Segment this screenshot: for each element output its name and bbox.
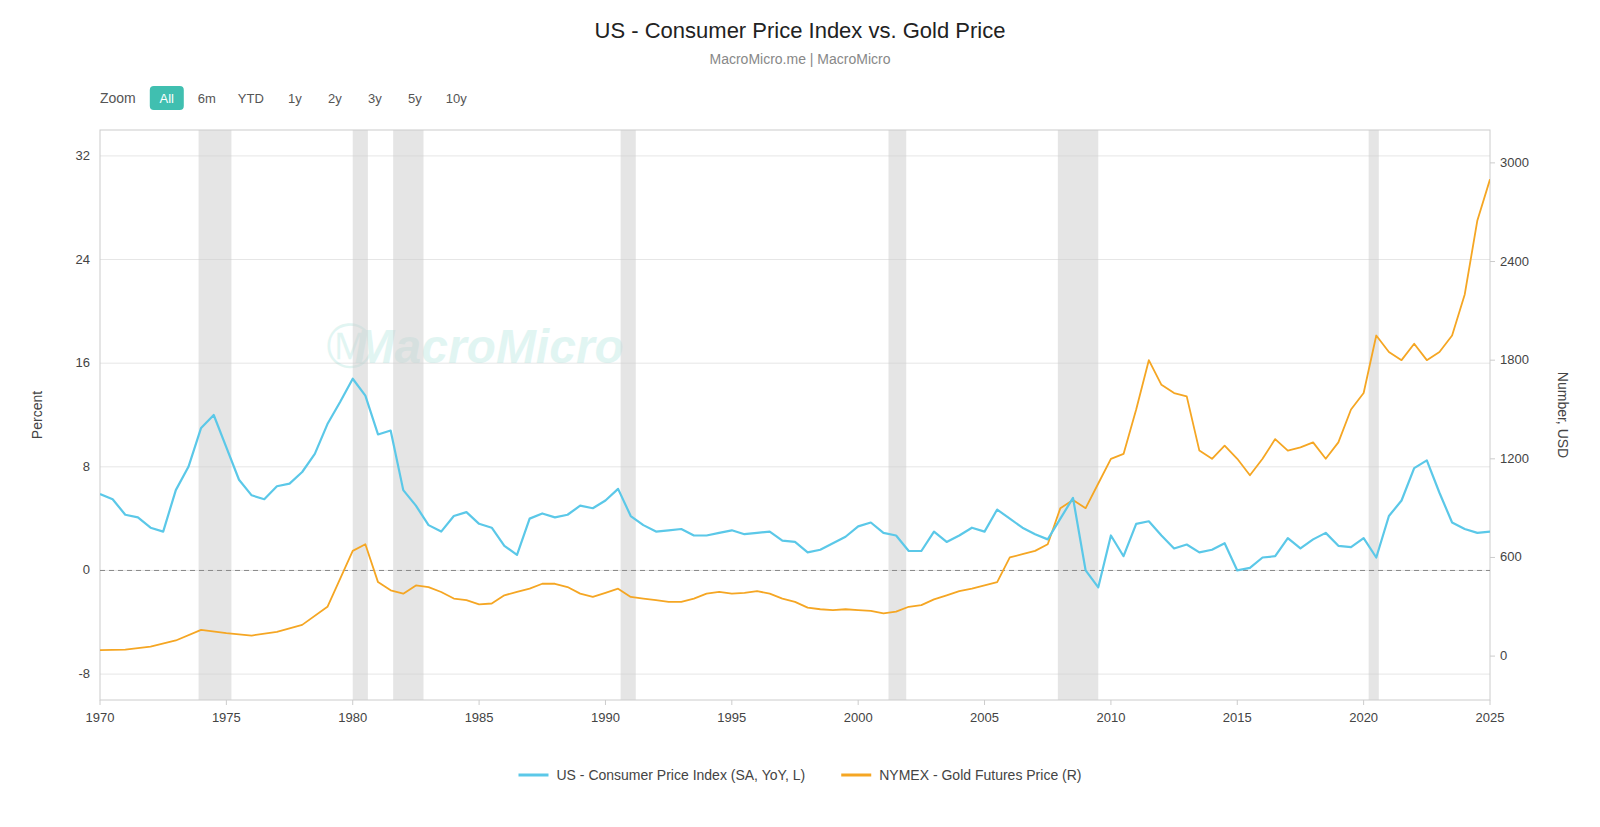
legend-label: NYMEX - Gold Futures Price (R) [879,767,1081,783]
grid-line [100,363,1490,364]
x-tick-label: 2025 [1476,710,1505,725]
x-tick-label: 1980 [338,710,367,725]
y2-tick-label: 2400 [1500,254,1529,269]
legend-label: US - Consumer Price Index (SA, YoY, L) [556,767,805,783]
subtitle: MacroMicro.me | MacroMicro [710,51,891,67]
legend-swatch [841,774,871,777]
x-tick-label: 1995 [717,710,746,725]
recession-band [393,130,423,700]
x-tick [984,700,985,705]
x-tick [100,700,101,705]
grid-line [100,674,1490,675]
zoom-button: 3y [368,91,382,106]
recession-band [1369,130,1379,700]
x-tick [352,700,353,705]
zoom-button: All [160,91,175,106]
y2-tick-label: 600 [1500,549,1522,564]
x-tick [1237,700,1238,705]
series-line [100,379,1490,588]
recession-band [353,130,368,700]
zoom-button: 6m [198,91,216,106]
y-tick-label: 24 [76,252,90,267]
zoom-button: 10y [446,91,467,106]
y2-tick-label: 3000 [1500,155,1529,170]
plot-area [100,130,1490,700]
x-tick [1363,700,1364,705]
x-tick-label: 2010 [1096,710,1125,725]
legend-item: NYMEX - Gold Futures Price (R) [841,767,1081,783]
plot-frame [100,130,1490,700]
recession-band [199,130,232,700]
watermark: ⓂMacroMicro [326,320,624,373]
y-tick-label: 0 [83,562,90,577]
zoom-label: Zoom [100,90,136,106]
x-tick [605,700,606,705]
y2-tick [1490,261,1495,262]
x-tick-label: 1985 [465,710,494,725]
page: {"chart_data": { "type": "line", "title"… [0,0,1600,827]
legend-swatch [518,774,548,777]
x-tick-label: 1970 [86,710,115,725]
y2-tick [1490,656,1495,657]
x-tick-label: 1975 [212,710,241,725]
y2-axis-label: Number, USD [1555,372,1571,458]
zoom-button: 2y [328,91,342,106]
zoom-button: 1y [288,91,302,106]
chart: US - Consumer Price Index vs. Gold Price… [0,0,1600,827]
x-tick [479,700,480,705]
grid-line [100,466,1490,467]
title: US - Consumer Price Index vs. Gold Price [595,18,1006,43]
x-tick-label: 1990 [591,710,620,725]
y-tick-label: 32 [76,148,90,163]
recession-band [889,130,907,700]
x-tick [858,700,859,705]
axes: 1970 1975 1980 1985 1990 1995 2000 2005 2010 2015… [29,148,1571,725]
zoom-bar: Zoom All 6m YTD 1y 2y 3y 5y 10y [100,86,467,110]
grid-line [100,155,1490,156]
y2-tick [1490,360,1495,361]
y2-tick-label: 1800 [1500,352,1529,367]
zoom-button-active [150,86,184,110]
y2-tick [1490,162,1495,163]
legend: US - Consumer Price Index (SA, YoY, L) NY… [518,767,1081,783]
x-tick-label: 2005 [970,710,999,725]
x-tick [226,700,227,705]
y2-tick [1490,458,1495,459]
recession-band [621,130,636,700]
y-axis-label: Percent [29,391,45,439]
recession-band [1058,130,1098,700]
x-tick [1490,700,1491,705]
y-tick-label: 8 [83,459,90,474]
grid-line [100,259,1490,260]
zoom-button: 5y [408,91,422,106]
y2-tick-label: 1200 [1500,451,1529,466]
y2-tick-label: 0 [1500,648,1507,663]
grid-line [100,570,1490,571]
legend-item: US - Consumer Price Index (SA, YoY, L) [518,767,805,783]
series-line [100,179,1490,650]
zoom-button: YTD [238,91,264,106]
x-tick-label: 2015 [1223,710,1252,725]
y-tick-label: -8 [78,666,90,681]
grid [100,156,1490,674]
y-tick-label: 16 [76,355,90,370]
y2-tick [1490,557,1495,558]
x-tick-label: 2000 [844,710,873,725]
reference-line [100,570,1490,571]
x-tick-label: 2020 [1349,710,1378,725]
x-tick [1110,700,1111,705]
x-tick [731,700,732,705]
